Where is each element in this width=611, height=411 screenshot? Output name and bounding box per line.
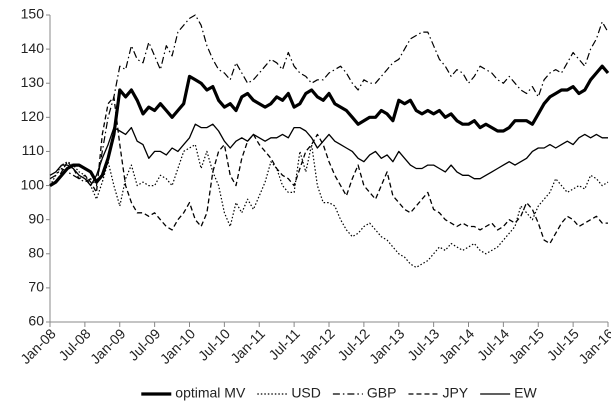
series-line bbox=[49, 144, 609, 268]
y-tick-label: 150 bbox=[21, 6, 45, 22]
legend-label: JPY bbox=[442, 385, 468, 401]
x-tick-label: Jan-14 bbox=[436, 325, 478, 367]
y-tick-label: 90 bbox=[28, 210, 44, 226]
x-tick-label: Jan-12 bbox=[296, 325, 338, 367]
legend: optimal MV USD GBP JPY EW bbox=[141, 385, 537, 401]
y-tick-label: 120 bbox=[21, 108, 45, 124]
y-tick-label: 100 bbox=[21, 176, 45, 192]
x-tick-label: Jan-11 bbox=[227, 325, 268, 366]
x-tick-label: Jan-10 bbox=[157, 325, 199, 367]
y-tick-label: 70 bbox=[28, 279, 44, 295]
y-tick-label: 60 bbox=[28, 313, 44, 329]
y-tick-label: 130 bbox=[21, 74, 45, 90]
series-line bbox=[49, 64, 610, 187]
x-tick-label: Jan-09 bbox=[87, 325, 129, 367]
series-line bbox=[49, 14, 609, 187]
y-tick-label: 140 bbox=[21, 40, 45, 56]
y-tick-label: 80 bbox=[28, 244, 44, 260]
series-line bbox=[49, 96, 608, 245]
series-line bbox=[49, 123, 608, 187]
legend-label: optimal MV bbox=[175, 385, 246, 401]
legend-label: EW bbox=[514, 385, 537, 401]
x-tick-label: Jul-10 bbox=[195, 325, 233, 363]
x-tick-label: Jan-08 bbox=[17, 325, 59, 367]
legend-label: USD bbox=[291, 385, 321, 401]
x-tick-label: Jan-13 bbox=[366, 325, 408, 367]
x-tick-label: Jan-16 bbox=[575, 325, 611, 367]
y-tick-label: 110 bbox=[22, 142, 45, 158]
legend-label: GBP bbox=[367, 385, 397, 401]
x-tick-label: Jan-15 bbox=[505, 325, 547, 367]
